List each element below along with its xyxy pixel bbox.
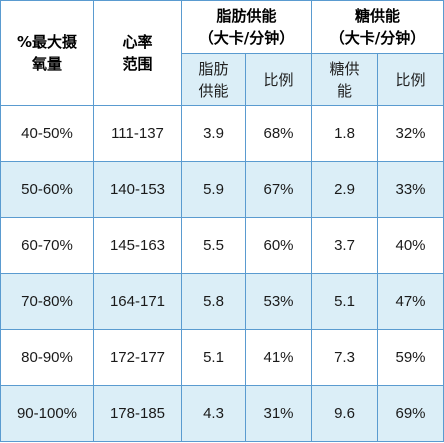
cell-heart-rate: 172-177 xyxy=(93,329,182,386)
header-fat-group-line2: （大卡/分钟） xyxy=(198,29,295,47)
table-row: 80-90% 172-177 5.1 41% 7.3 59% xyxy=(0,329,444,386)
cell-sugar-supply: 9.6 xyxy=(311,385,379,442)
cell-sugar-supply: 5.1 xyxy=(311,273,379,330)
header-sugar-group: 糖供能 （大卡/分钟） xyxy=(311,0,444,54)
cell-fat-ratio: 68% xyxy=(244,105,313,162)
cell-fat-ratio: 41% xyxy=(244,329,313,386)
subheader-sugar-supply-line1: 糖供 xyxy=(329,59,360,78)
subheader-fat-supply-line1: 脂肪 xyxy=(198,59,229,78)
header-row-2: 脂肪 供能 比例 糖供 能 比例 xyxy=(1,53,444,106)
cell-fat-supply: 5.9 xyxy=(181,161,246,218)
table-row: 60-70% 145-163 5.5 60% 3.7 40% xyxy=(0,217,444,274)
cell-sugar-supply: 7.3 xyxy=(311,329,379,386)
header-sugar-group-line2: （大卡/分钟） xyxy=(329,29,426,47)
cell-sugar-ratio: 47% xyxy=(377,273,444,330)
cell-heart-rate: 178-185 xyxy=(93,385,182,442)
cell-sugar-ratio: 32% xyxy=(377,105,444,162)
header-sugar-group-line1: 糖供能 xyxy=(355,7,401,25)
cell-heart-rate: 164-171 xyxy=(93,273,182,330)
subheader-sugar-supply-line2: 能 xyxy=(337,81,353,100)
cell-vo2: 60-70% xyxy=(0,217,94,274)
cell-sugar-supply: 3.7 xyxy=(311,217,379,274)
cell-sugar-ratio: 33% xyxy=(377,161,444,218)
cell-fat-ratio: 60% xyxy=(244,217,313,274)
cell-vo2: 50-60% xyxy=(0,161,94,218)
header-vo2: %最大摄 氧量 xyxy=(0,0,94,106)
cell-fat-supply: 5.8 xyxy=(181,273,246,330)
header-vo2-line1: %最大摄 xyxy=(16,33,78,51)
subheader-fat-supply: 脂肪 供能 xyxy=(181,53,246,106)
cell-fat-ratio: 53% xyxy=(244,273,313,330)
table-row: 90-100% 178-185 4.3 31% 9.6 69% xyxy=(0,385,444,442)
cell-heart-rate: 111-137 xyxy=(93,105,182,162)
subheader-sugar-supply: 糖供 能 xyxy=(311,53,379,106)
header-row-1: %最大摄 氧量 心率 范围 脂肪供能 （大卡/分钟） 糖供能 （大卡/分钟） xyxy=(0,0,444,106)
cell-fat-supply: 5.1 xyxy=(181,329,246,386)
subheader-sugar-ratio: 比例 xyxy=(377,53,444,106)
cell-vo2: 70-80% xyxy=(0,273,94,330)
header-vo2-line2: 氧量 xyxy=(31,55,62,73)
cell-fat-supply: 5.5 xyxy=(181,217,246,274)
cell-vo2: 80-90% xyxy=(0,329,94,386)
cell-fat-ratio: 67% xyxy=(244,161,313,218)
subheader-fat-supply-line2: 供能 xyxy=(198,81,229,100)
cell-vo2: 40-50% xyxy=(0,105,94,162)
cell-sugar-ratio: 69% xyxy=(377,385,444,442)
table-row: 50-60% 140-153 5.9 67% 2.9 33% xyxy=(0,161,444,218)
cell-heart-rate: 145-163 xyxy=(93,217,182,274)
cell-heart-rate: 140-153 xyxy=(93,161,182,218)
header-heart-rate-line1: 心率 xyxy=(122,33,153,51)
header-heart-rate: 心率 范围 xyxy=(93,0,182,106)
header-fat-group-line1: 脂肪供能 xyxy=(216,7,277,25)
table-row: 40-50% 111-137 3.9 68% 1.8 32% xyxy=(0,105,444,162)
header-fat-group: 脂肪供能 （大卡/分钟） xyxy=(180,0,313,54)
table-row: 70-80% 164-171 5.8 53% 5.1 47% xyxy=(0,273,444,330)
cell-sugar-supply: 2.9 xyxy=(311,161,379,218)
header-heart-rate-line2: 范围 xyxy=(122,55,153,73)
subheader-fat-ratio: 比例 xyxy=(244,53,313,106)
cell-fat-supply: 4.3 xyxy=(181,385,246,442)
cell-vo2: 90-100% xyxy=(0,385,94,442)
cell-sugar-ratio: 59% xyxy=(377,329,444,386)
cell-fat-ratio: 31% xyxy=(244,385,313,442)
cell-sugar-supply: 1.8 xyxy=(311,105,379,162)
cell-sugar-ratio: 40% xyxy=(377,217,444,274)
cell-fat-supply: 3.9 xyxy=(181,105,246,162)
